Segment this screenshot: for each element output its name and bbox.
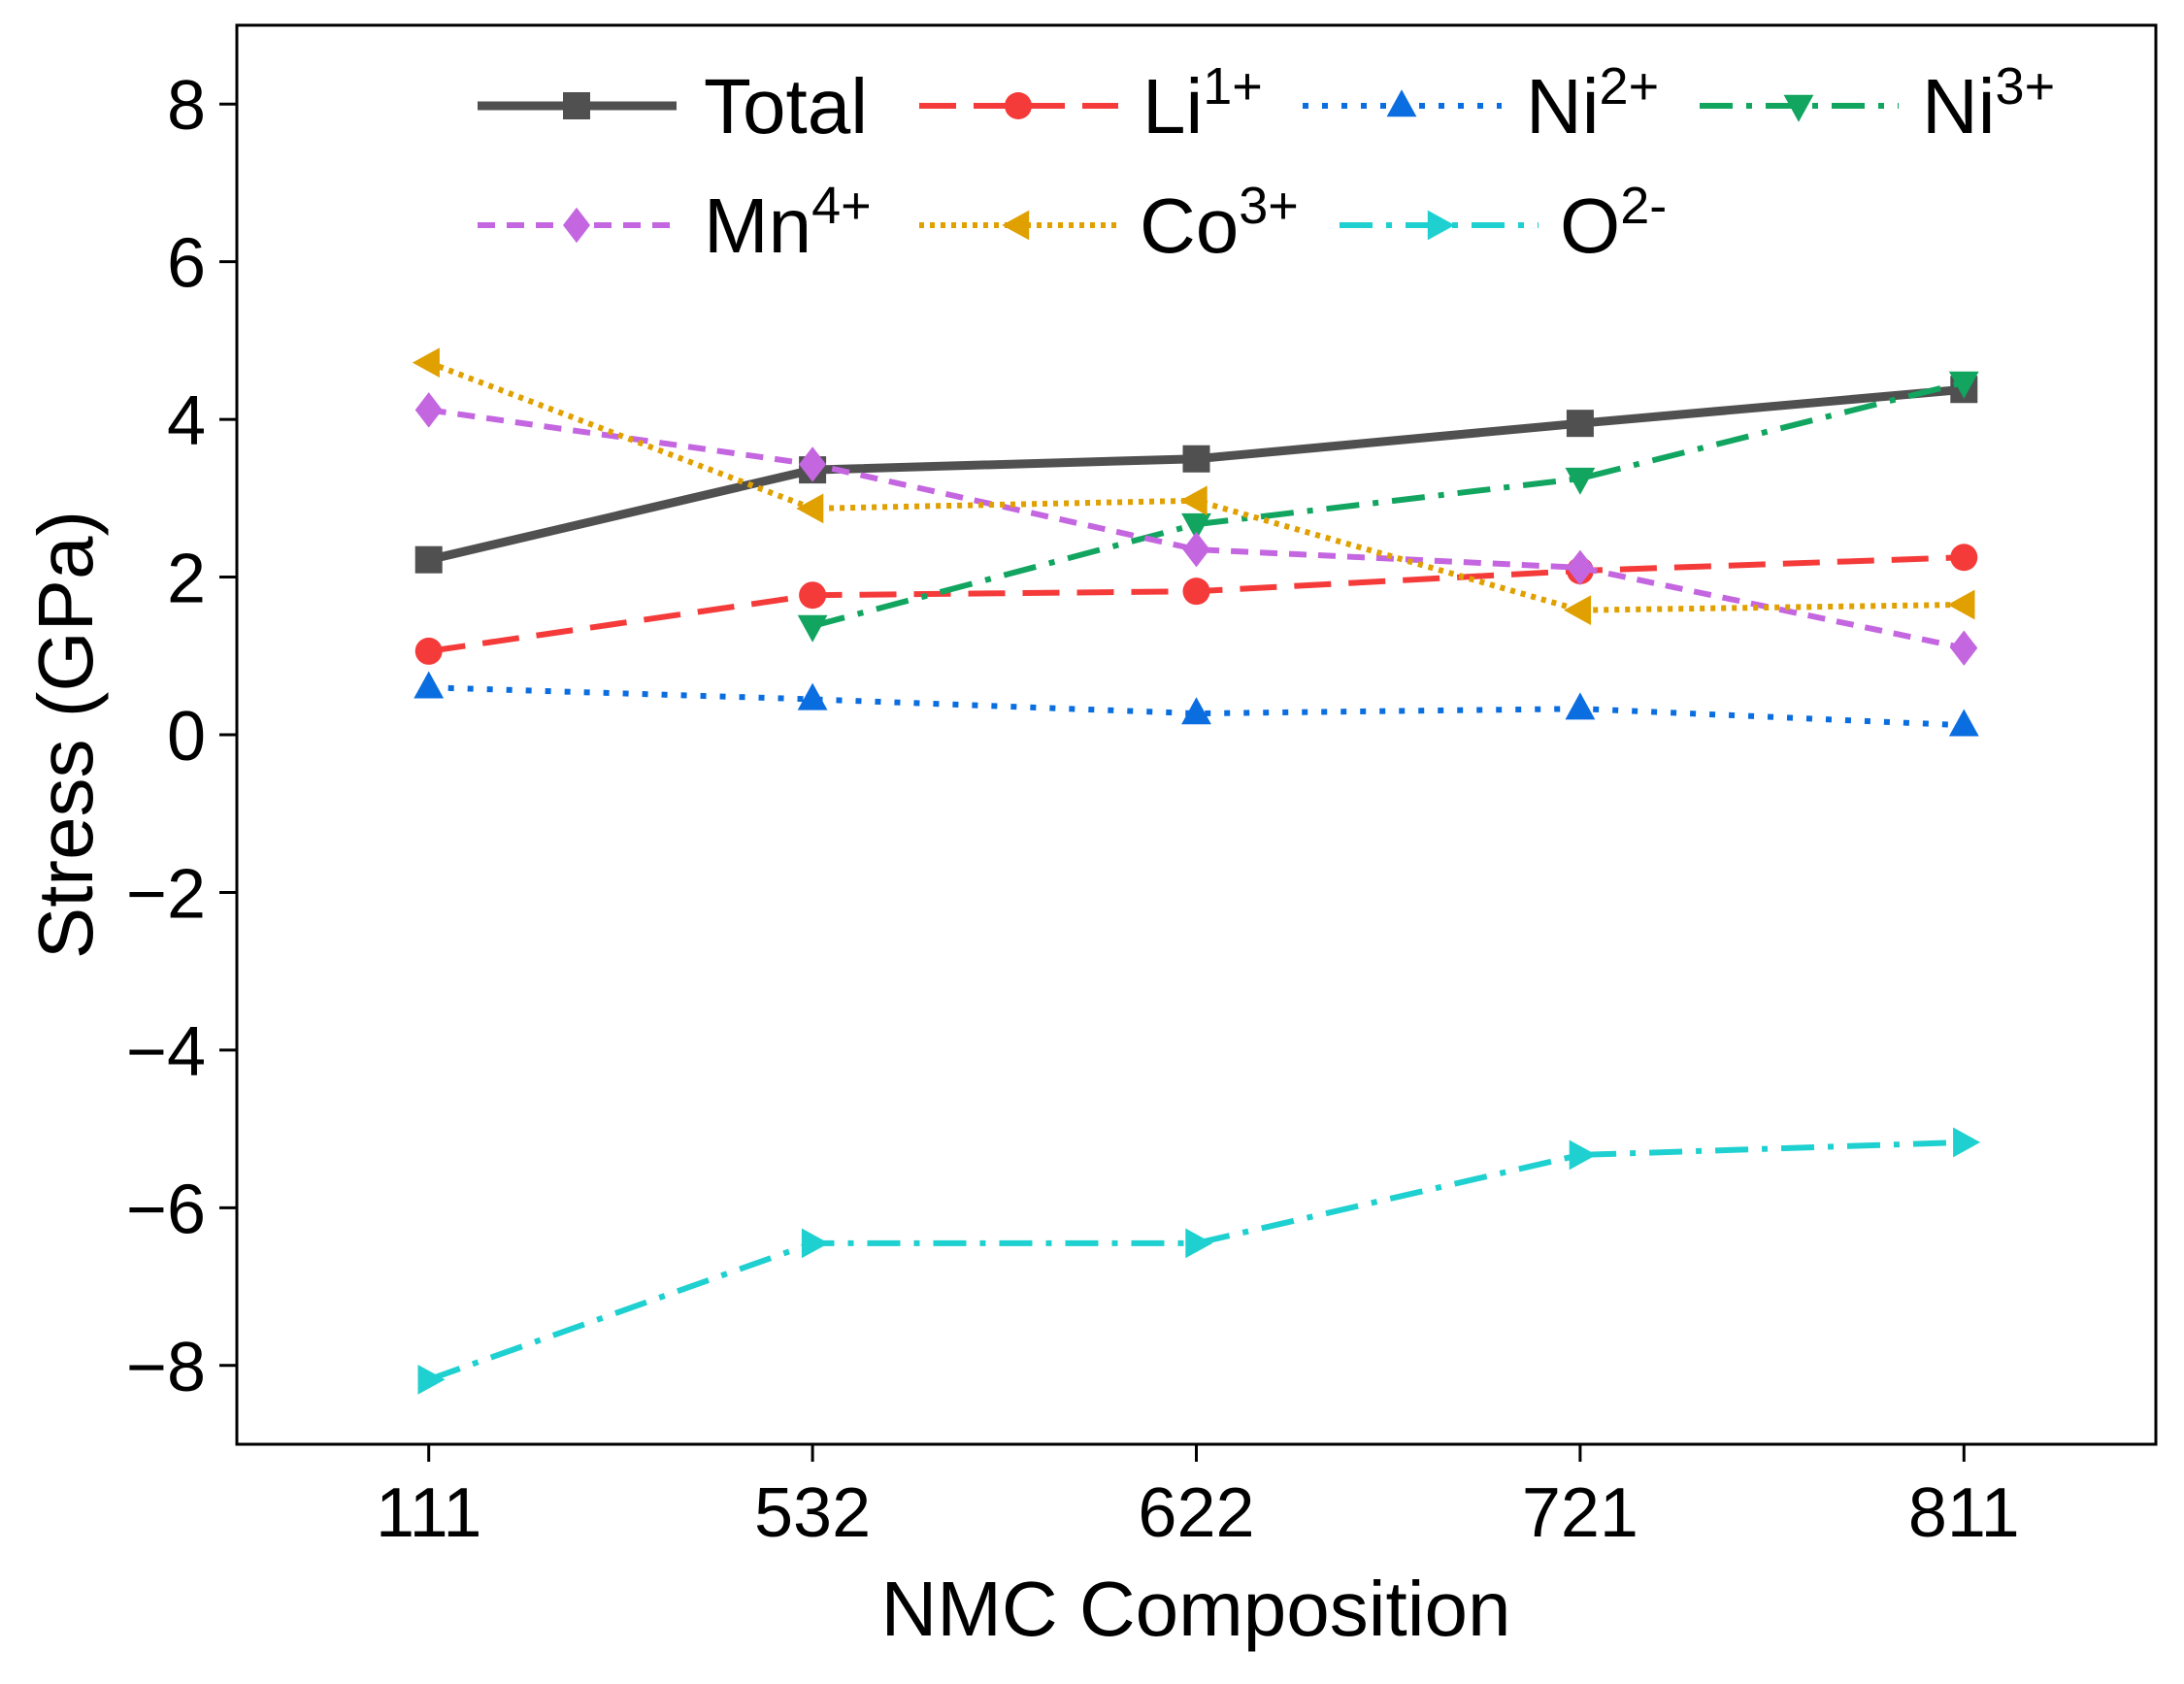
series-ni2 — [414, 671, 1979, 737]
data-point — [801, 1228, 829, 1259]
legend-label-superscript: 3+ — [1996, 57, 2056, 116]
legend-label-superscript: 1+ — [1203, 57, 1263, 116]
data-point — [1182, 578, 1210, 606]
data-point — [1182, 531, 1210, 568]
x-axis-label: NMC Composition — [880, 1566, 1510, 1652]
data-point — [797, 614, 828, 643]
legend-marker — [1427, 210, 1455, 241]
x-tick-label: 721 — [1522, 1474, 1638, 1552]
y-tick-label: −4 — [126, 1013, 206, 1091]
data-point — [1948, 371, 1979, 399]
data-point — [1565, 692, 1596, 720]
y-tick-label: −6 — [126, 1171, 206, 1248]
legend-label: Ni3+ — [1922, 57, 2055, 149]
data-point — [417, 1364, 446, 1395]
legend-item: Ni2+ — [1303, 57, 1659, 149]
legend-marker — [563, 207, 590, 244]
data-point — [1950, 630, 1978, 666]
data-point — [799, 581, 827, 610]
legend-item: Mn4+ — [478, 177, 872, 269]
data-point — [1953, 1127, 1981, 1158]
legend-label-base: Ni — [1922, 63, 1996, 149]
y-axis-label: Stress (GPa) — [22, 511, 109, 959]
legend-label-superscript: 2+ — [1600, 57, 1660, 116]
data-point — [412, 347, 440, 379]
data-point — [1948, 709, 1979, 737]
legend-label-base: Total — [704, 63, 868, 149]
legend-label: Total — [704, 63, 868, 149]
legend-label: O2- — [1560, 177, 1667, 269]
y-tick-label: 8 — [167, 67, 206, 145]
legend-item: Total — [478, 63, 868, 149]
data-point — [1179, 485, 1208, 516]
data-point — [414, 637, 443, 665]
legend-marker — [1005, 92, 1032, 119]
series-ni3 — [797, 371, 1979, 643]
x-tick-label: 622 — [1138, 1474, 1254, 1552]
legend-label-superscript: 2- — [1620, 177, 1667, 235]
legend-label: Co3+ — [1140, 177, 1299, 269]
legend-marker — [1783, 94, 1814, 122]
data-point — [414, 392, 443, 428]
series-co3 — [412, 347, 1975, 626]
data-point — [1185, 1228, 1213, 1259]
data-point — [1569, 1139, 1597, 1171]
legend-label-base: Ni — [1526, 63, 1600, 149]
data-point — [414, 545, 443, 574]
data-point — [1566, 410, 1594, 438]
data-point — [1182, 445, 1210, 473]
series-line — [427, 359, 1965, 613]
legend-marker — [563, 92, 590, 119]
series-mn4 — [414, 392, 1978, 666]
legend-label-base: Mn — [704, 182, 811, 269]
x-tick-label: 532 — [754, 1474, 871, 1552]
data-point — [1181, 697, 1211, 725]
legend-label-base: Li — [1142, 63, 1203, 149]
legend-item: Li1+ — [919, 57, 1263, 149]
legend-label: Mn4+ — [704, 177, 872, 269]
series-o2 — [417, 1127, 1981, 1395]
y-tick-label: −8 — [126, 1329, 206, 1406]
x-tick-label: 811 — [1908, 1474, 2020, 1552]
data-point — [799, 446, 827, 482]
data-point — [797, 682, 828, 710]
y-tick-label: 6 — [167, 225, 206, 303]
data-point — [1566, 549, 1594, 586]
legend-label-superscript: 3+ — [1239, 177, 1299, 235]
data-point — [1950, 544, 1978, 572]
series-line — [811, 380, 1966, 629]
legend-item: O2- — [1340, 177, 1667, 269]
legend-label-superscript: 4+ — [811, 177, 872, 235]
y-tick-label: 4 — [167, 382, 206, 460]
legend-label-base: O — [1560, 182, 1620, 269]
data-point — [414, 671, 445, 699]
legend-marker — [1002, 210, 1030, 241]
data-point — [1181, 512, 1211, 541]
x-tick-label: 111 — [376, 1474, 481, 1552]
data-point — [1947, 589, 1975, 620]
data-point — [796, 493, 824, 524]
legend-label: Ni2+ — [1526, 57, 1659, 149]
series-line — [428, 407, 1965, 651]
legend-label: Li1+ — [1142, 57, 1263, 149]
y-tick-label: 0 — [167, 698, 206, 776]
y-tick-label: 2 — [167, 541, 206, 618]
legend-label-base: Co — [1140, 182, 1239, 269]
legend-item: Co3+ — [919, 177, 1299, 269]
y-tick-label: −2 — [126, 855, 206, 933]
legend-item: Ni3+ — [1700, 57, 2055, 149]
data-point — [1565, 467, 1596, 495]
series-line — [428, 684, 1965, 729]
series-line — [427, 1139, 1965, 1383]
legend-marker — [1386, 89, 1417, 117]
data-point — [1564, 595, 1592, 626]
